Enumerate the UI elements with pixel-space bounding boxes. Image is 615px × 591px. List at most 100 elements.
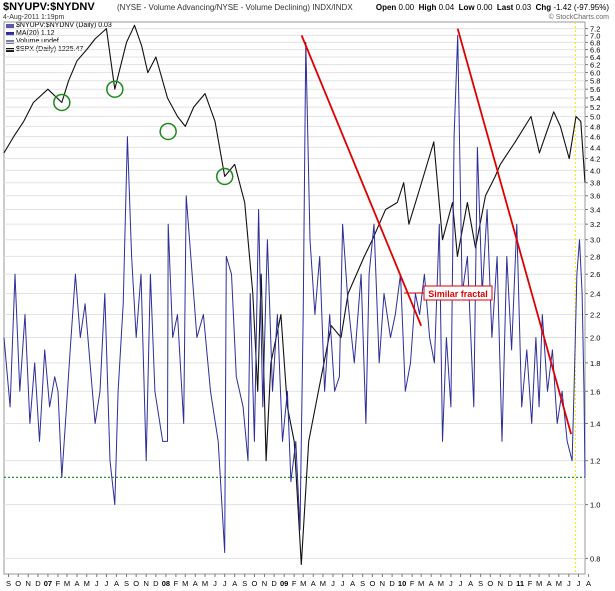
low-value: 0.00 bbox=[476, 3, 493, 12]
legend-item-spx: $SPX (Daily) 1225.47 bbox=[6, 46, 83, 53]
x-tick-label: S bbox=[124, 579, 129, 588]
y-tick-label: 3.2 bbox=[590, 220, 600, 229]
quote-bar: Open 0.00 High 0.04 Low 0.00 Last 0.03 C… bbox=[376, 3, 609, 12]
y-tick-label: 4.0 bbox=[590, 166, 600, 175]
y-tick-label: 6.8 bbox=[590, 38, 600, 47]
x-tick-label: N bbox=[498, 579, 503, 588]
spx-line bbox=[3, 24, 586, 566]
legend-label: $NYUPV:$NYDNV (Daily) 0.03 bbox=[16, 22, 112, 29]
x-tick-label: F bbox=[174, 579, 179, 588]
y-tick-label: 5.6 bbox=[590, 85, 600, 94]
x-tick-label: 07 bbox=[44, 579, 52, 588]
ratio-series bbox=[3, 34, 586, 553]
x-tick-label: O bbox=[252, 579, 258, 588]
x-tick-label: A bbox=[429, 579, 434, 588]
legend-swatch bbox=[6, 39, 14, 44]
x-tick-label: J bbox=[459, 579, 463, 588]
x-tick-label: A bbox=[547, 579, 552, 588]
last-label: Last bbox=[496, 3, 514, 12]
x-tick-label: 11 bbox=[516, 579, 524, 588]
legend-swatch bbox=[6, 23, 14, 28]
plot-frame bbox=[3, 21, 586, 575]
x-tick-label: M bbox=[202, 579, 208, 588]
y-tick-label: 1.4 bbox=[590, 419, 600, 428]
x-tick-label: S bbox=[478, 579, 483, 588]
timestamp: 4-Aug-2011 1:19pm bbox=[3, 14, 65, 21]
y-tick-label: 1.2 bbox=[590, 457, 600, 466]
x-tick-label: A bbox=[75, 579, 80, 588]
y-tick-label: 2.2 bbox=[590, 311, 600, 320]
x-tick-label: M bbox=[536, 579, 542, 588]
x-tick-label: D bbox=[153, 579, 159, 588]
y-tick-label: 5.0 bbox=[590, 113, 600, 122]
y-tick-label: 3.6 bbox=[590, 192, 600, 201]
y-tick-label: 4.8 bbox=[590, 122, 600, 131]
x-tick-label: M bbox=[438, 579, 444, 588]
x-tick-label: A bbox=[586, 579, 591, 588]
x-tick-label: M bbox=[64, 579, 70, 588]
x-tick-label: 10 bbox=[398, 579, 406, 588]
x-tick-label: A bbox=[114, 579, 119, 588]
x-tick-label: J bbox=[105, 579, 109, 588]
x-tick-label: A bbox=[468, 579, 473, 588]
chg-value: -1.42 (-97.95%) bbox=[553, 3, 609, 12]
y-tick-label: 2.4 bbox=[590, 290, 600, 299]
x-tick-label: O bbox=[487, 579, 493, 588]
y-tick-label: 4.2 bbox=[590, 155, 600, 164]
annotation-box bbox=[423, 285, 493, 301]
circle-annotations bbox=[53, 80, 234, 186]
x-tick-label: J bbox=[577, 579, 581, 588]
x-tick-label: A bbox=[311, 579, 316, 588]
x-tick-label: J bbox=[213, 579, 217, 588]
x-tick-label: N bbox=[262, 579, 267, 588]
annotation-text: Similar fractal bbox=[428, 289, 488, 299]
x-tick-label: N bbox=[380, 579, 385, 588]
x-tick-label: O bbox=[15, 579, 21, 588]
circle-marker bbox=[215, 167, 234, 186]
x-tick-label: M bbox=[84, 579, 90, 588]
y-tick-label: 4.6 bbox=[590, 133, 600, 142]
y-tick-label: 7.2 bbox=[590, 25, 600, 34]
trend-line bbox=[300, 35, 423, 327]
x-tick-label: F bbox=[410, 579, 415, 588]
y-tick-label: 5.4 bbox=[590, 94, 600, 103]
x-tick-label: S bbox=[6, 579, 11, 588]
y-tick-label: 6.2 bbox=[590, 61, 600, 70]
y-axis: 0.8 1.0 1.2 1.4 1.6 1.8 2.0 2.2 2.4 2.6 2.8 3.0 3.2 3… bbox=[585, 25, 600, 563]
x-tick-label: D bbox=[389, 579, 395, 588]
chart-description: (NYSE - Volume Advancing/NYSE - Volume D… bbox=[117, 3, 353, 12]
x-tick-label: J bbox=[449, 579, 453, 588]
y-tick-label: 5.8 bbox=[590, 77, 600, 86]
x-tick-label: J bbox=[341, 579, 345, 588]
y-tick-label: 6.6 bbox=[590, 46, 600, 55]
y-tick-label: 5.2 bbox=[590, 103, 600, 112]
watermark: © StockCharts.com bbox=[548, 14, 609, 21]
circle-marker bbox=[106, 80, 124, 98]
y-tick-label: 3.8 bbox=[590, 179, 600, 188]
legend-item-volume: Volume undef bbox=[6, 38, 59, 45]
trend-lines bbox=[300, 28, 572, 435]
x-tick-label: D bbox=[35, 579, 41, 588]
legend-label: $SPX (Daily) 1225.47 bbox=[16, 46, 84, 53]
x-tick-label: F bbox=[56, 579, 61, 588]
y-tick-label: 6.4 bbox=[590, 53, 600, 62]
x-tick-label: F bbox=[292, 579, 297, 588]
legend-item-ratio: $NYUPV:$NYDNV (Daily) 0.03 bbox=[6, 22, 112, 29]
x-tick-label: A bbox=[232, 579, 237, 588]
ratio-line bbox=[3, 34, 586, 553]
reference-lines bbox=[4, 22, 585, 574]
x-tick-label: M bbox=[556, 579, 562, 588]
open-value: 0.00 bbox=[398, 3, 415, 12]
y-tick-label: 1.0 bbox=[590, 501, 600, 510]
x-tick-label: J bbox=[567, 579, 571, 588]
y-tick-label: 1.6 bbox=[590, 387, 600, 396]
y-tick-label: 0.8 bbox=[590, 554, 600, 563]
legend-label: Volume undef bbox=[16, 38, 59, 45]
y-tick-label: 2.0 bbox=[590, 333, 600, 342]
high-value: 0.04 bbox=[438, 3, 455, 12]
circle-marker bbox=[159, 122, 177, 141]
legend-swatch bbox=[6, 31, 14, 36]
x-tick-label: M bbox=[418, 579, 424, 588]
low-label: Low bbox=[458, 3, 475, 12]
